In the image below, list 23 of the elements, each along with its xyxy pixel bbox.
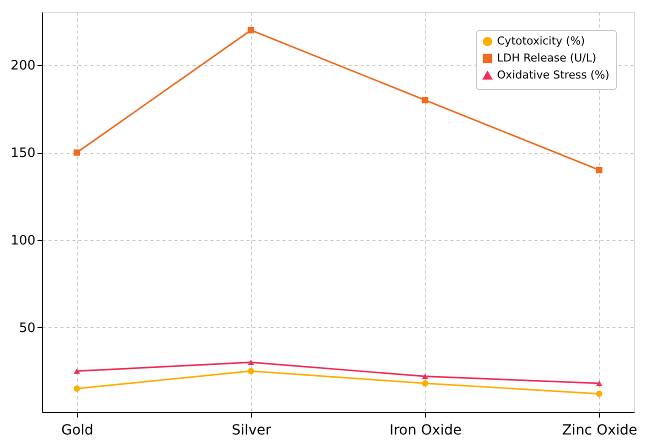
- y-tick-label: 50: [18, 320, 36, 336]
- y-tick-label: 150: [10, 146, 36, 162]
- legend-label: LDH Release (U/L): [497, 52, 596, 64]
- point: [74, 368, 80, 374]
- point: [596, 166, 602, 174]
- x-tick-label: Silver: [232, 422, 272, 438]
- point: [596, 390, 602, 397]
- x-tick-label: Iron Oxide: [389, 422, 462, 438]
- y-tick-label: 200: [10, 58, 36, 74]
- point: [248, 368, 254, 374]
- point: [422, 374, 428, 380]
- point: [596, 380, 602, 386]
- legend-label: Oxidative Stress (%): [497, 68, 610, 82]
- point: [74, 149, 80, 156]
- point: [422, 96, 428, 104]
- point: [248, 360, 254, 366]
- x-tick-label: Zinc Oxide: [562, 422, 638, 438]
- point: [422, 380, 428, 386]
- x-tick-label: Gold: [61, 422, 94, 438]
- legend-label: Cytotoxicity (%): [497, 34, 585, 48]
- point: [74, 385, 80, 392]
- point: [248, 27, 254, 34]
- y-tick-label: 100: [10, 233, 36, 248]
